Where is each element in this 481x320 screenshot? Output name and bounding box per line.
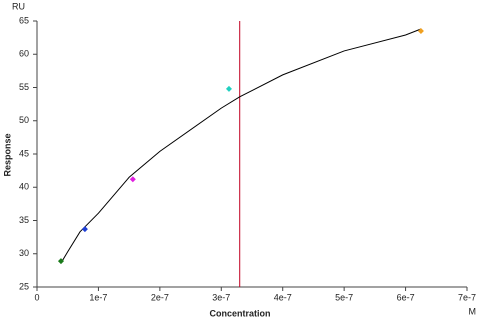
y-tick-label: 45 bbox=[19, 148, 29, 158]
y-tick-label: 40 bbox=[19, 182, 29, 192]
y-tick-label: 30 bbox=[19, 248, 29, 258]
y-tick-label: 65 bbox=[19, 15, 29, 25]
x-tick-label: 6e-7 bbox=[397, 292, 415, 302]
fit-curve bbox=[60, 28, 422, 264]
x-tick-label: 7e-7 bbox=[458, 292, 476, 302]
x-axis-label: Concentration bbox=[209, 308, 270, 318]
data-point bbox=[57, 258, 64, 265]
y-tick-label: 55 bbox=[19, 82, 29, 92]
data-point bbox=[129, 176, 136, 183]
data-point bbox=[81, 226, 88, 233]
x-tick-label: 4e-7 bbox=[274, 292, 292, 302]
y-axis-label: Response bbox=[2, 133, 12, 176]
data-point bbox=[417, 27, 424, 34]
x-tick-label: 1e-7 bbox=[89, 292, 107, 302]
y-tick-label: 25 bbox=[19, 281, 29, 291]
x-unit: M bbox=[469, 306, 477, 316]
y-tick-label: 50 bbox=[19, 115, 29, 125]
x-tick-label: 0 bbox=[34, 292, 39, 302]
y-unit: RU bbox=[12, 1, 25, 11]
data-point bbox=[225, 85, 232, 92]
y-tick-label: 35 bbox=[19, 215, 29, 225]
x-tick-label: 3e-7 bbox=[212, 292, 230, 302]
x-tick-label: 5e-7 bbox=[335, 292, 353, 302]
y-tick-label: 60 bbox=[19, 49, 29, 59]
x-tick-label: 2e-7 bbox=[151, 292, 169, 302]
